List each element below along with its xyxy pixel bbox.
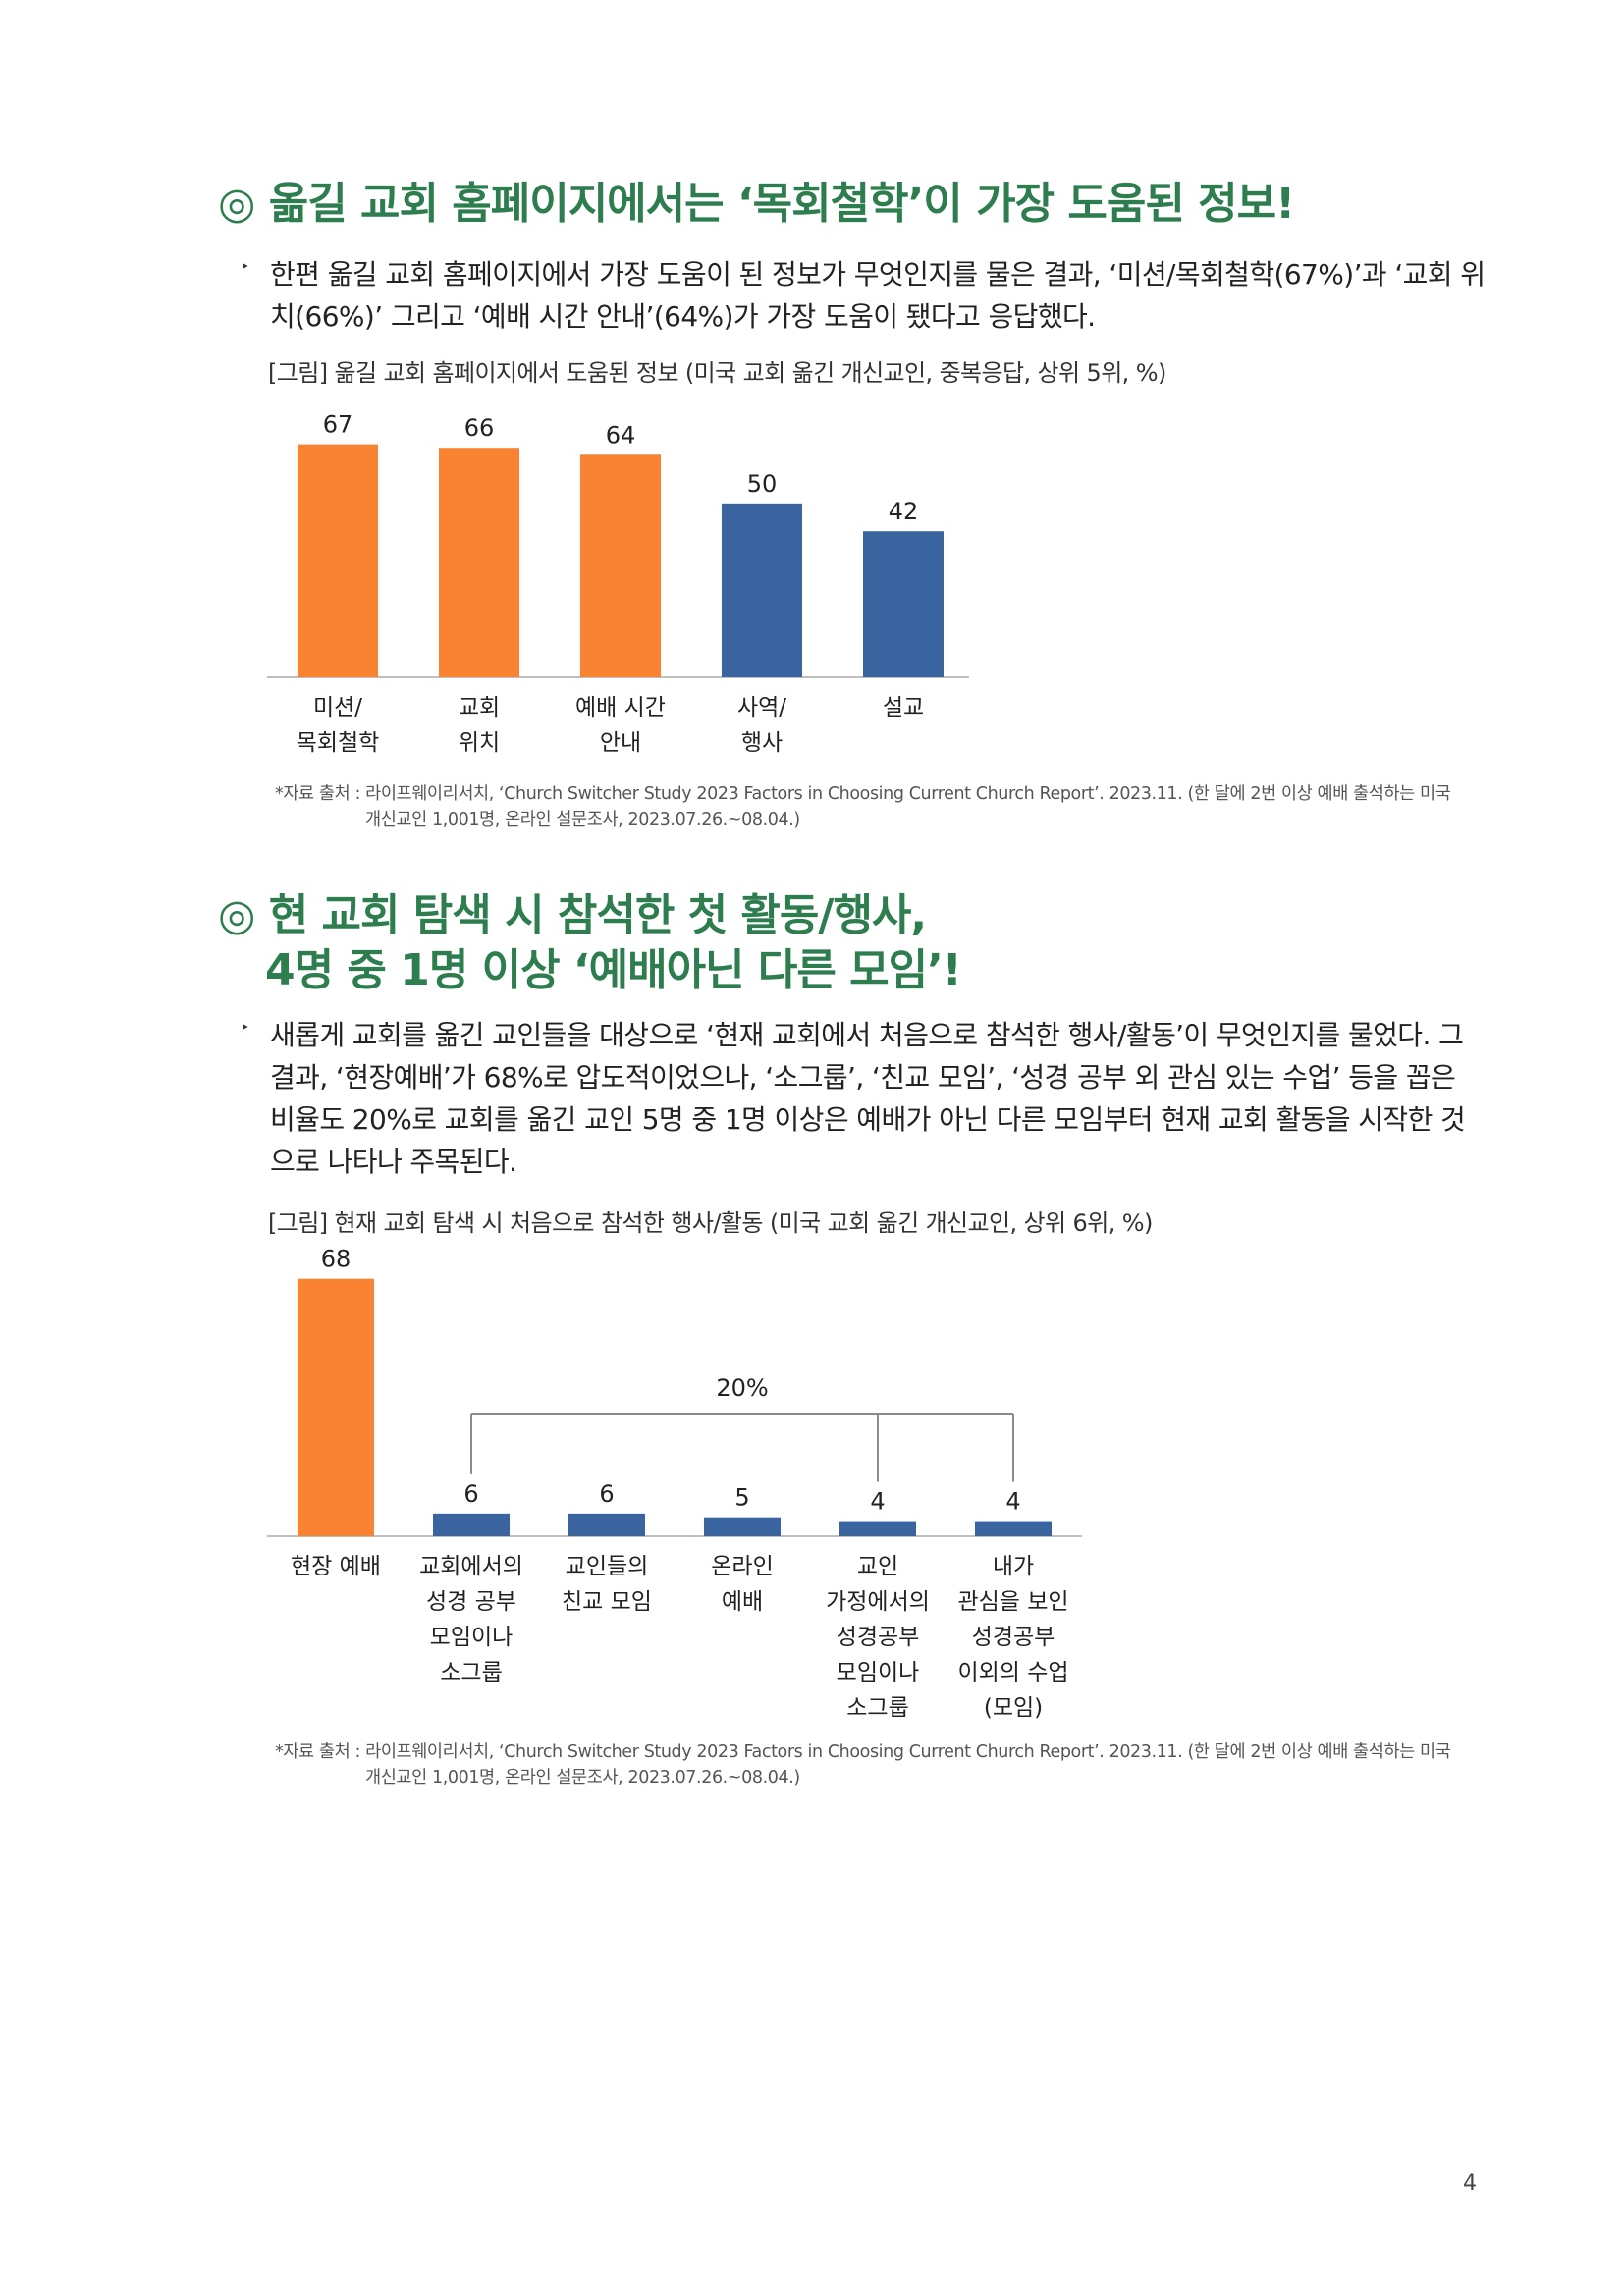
chart2-category-label-5-0: 내가 <box>993 1554 1034 1579</box>
chart2-category-label-2-0: 교인들의 <box>566 1554 649 1579</box>
chart1-bar-0 <box>298 444 378 677</box>
chart2-category-label-5-3: 이외의 수업 <box>957 1660 1068 1685</box>
chart2-category-label-5-1: 관심을 보인 <box>957 1589 1068 1615</box>
figure1-source: *자료 출처 : 라이프웨이리서치, ‘Church Switcher Stud… <box>275 781 1483 832</box>
section1-heading: ◎ 옮길 교회 홈페이지에서는 ‘목회철학’이 가장 도움된 정보! <box>218 177 1295 232</box>
figure2-source-line1: *자료 출처 : 라이프웨이리서치, ‘Church Switcher Stud… <box>275 1742 1451 1762</box>
figure2-source: *자료 출처 : 라이프웨이리서치, ‘Church Switcher Stud… <box>275 1739 1483 1790</box>
section2-paragraph: ‣ 새롭게 교회를 옮긴 교인들을 대상으로 ‘현재 교회에서 처음으로 참석한… <box>241 1014 1488 1183</box>
chart1-category-label-0-0: 미션/ <box>313 695 362 721</box>
section1-heading-text: ◎ 옮길 교회 홈페이지에서는 ‘목회철학’이 가장 도움된 정보! <box>218 179 1295 229</box>
chart2-category-label-5-4: (모임) <box>984 1695 1043 1720</box>
figure1-source-line2: 개신교인 1,001명, 온라인 설문조사, 2023.07.26.~08.04… <box>365 810 800 829</box>
chart2-data-label-2: 6 <box>599 1480 614 1508</box>
chart1-category-label-2-1: 안내 <box>600 730 641 756</box>
chart2-bar-1 <box>433 1513 510 1536</box>
chart1-category-label-4-0: 설교 <box>883 695 924 721</box>
chart1-data-label-2: 64 <box>606 421 636 449</box>
chart2-bar-2 <box>568 1513 645 1536</box>
section2-body-text: 새롭게 교회를 옮긴 교인들을 대상으로 ‘현재 교회에서 처음으로 참석한 행… <box>270 1019 1466 1178</box>
chart1-bar-4 <box>863 531 944 677</box>
bullet-marker: ‣ <box>241 1018 250 1037</box>
chart2-category-label-3-1: 예배 <box>722 1589 763 1615</box>
chart2-category-label-1-0: 교회에서의 <box>419 1554 523 1579</box>
chart2-data-label-1: 6 <box>463 1480 478 1508</box>
chart1-category-label-3-0: 사역/ <box>737 695 786 721</box>
chart1-bar-2 <box>580 454 661 677</box>
chart1-category-label-1-1: 위치 <box>459 730 500 756</box>
chart2-category-label-4-2: 성경공부 <box>837 1625 920 1650</box>
chart2-category-label-4-4: 소그룹 <box>846 1695 908 1720</box>
figure1-source-line1: *자료 출처 : 라이프웨이리서치, ‘Church Switcher Stud… <box>275 784 1451 804</box>
figure2-caption: [그림] 현재 교회 탐색 시 처음으로 참석한 행사/활동 (미국 교회 옮긴… <box>268 1209 1153 1237</box>
chart2-category-label-2-1: 친교 모임 <box>562 1589 652 1615</box>
chart1-category-label-0-1: 목회철학 <box>297 730 380 756</box>
chart2-data-label-3: 5 <box>734 1484 749 1512</box>
chart2-category-label-4-0: 교인 <box>857 1554 898 1579</box>
chart2-bar-5 <box>975 1521 1052 1536</box>
page-number: 4 <box>1463 2171 1477 2196</box>
section2-heading-line1: ◎ 현 교회 탐색 시 참석한 첫 활동/행사, <box>218 890 927 940</box>
chart2-category-label-4-1: 가정에서의 <box>826 1589 930 1615</box>
chart2-category-label-0-0: 현장 예배 <box>291 1554 381 1579</box>
figure2-source-line2: 개신교인 1,001명, 온라인 설문조사, 2023.07.26.~08.04… <box>365 1768 800 1788</box>
chart2-category-label-1-1: 성경 공부 <box>426 1589 516 1615</box>
chart2-bar-3 <box>704 1517 781 1536</box>
chart2-category-label-3-0: 온라인 <box>711 1554 773 1579</box>
chart2-category-label-5-2: 성경공부 <box>972 1625 1055 1650</box>
chart1-data-label-1: 66 <box>464 414 495 442</box>
section1-body-text: 한편 옮길 교회 홈페이지에서 가장 도움이 된 정보가 무엇인지를 물은 결과… <box>270 258 1486 333</box>
chart2-data-label-4: 4 <box>870 1488 885 1516</box>
chart2-category-label-1-3: 소그룹 <box>440 1660 502 1685</box>
chart2-category-label-1-2: 모임이나 <box>430 1625 514 1650</box>
chart1-bar-3 <box>722 503 802 677</box>
chart2-bar-4 <box>839 1521 916 1536</box>
chart2-annotation-label: 20% <box>716 1374 768 1402</box>
chart1-data-label-0: 67 <box>323 411 353 439</box>
chart1-category-label-1-0: 교회 <box>459 695 500 721</box>
section2-heading: ◎ 현 교회 탐색 시 참석한 첫 활동/행사, 4명 중 1명 이상 ‘예배아… <box>218 888 962 998</box>
section1-paragraph: ‣ 한편 옮길 교회 홈페이지에서 가장 도움이 된 정보가 무엇인지를 물은 … <box>241 253 1488 338</box>
chart2-category-label-4-3: 모임이나 <box>837 1660 920 1685</box>
chart1-data-label-4: 42 <box>889 498 919 525</box>
chart1-bar-1 <box>439 448 519 677</box>
chart2-data-label-0: 68 <box>321 1249 352 1273</box>
figure1-caption: [그림] 옮길 교회 홈페이지에서 도움된 정보 (미국 교회 옮긴 개신교인,… <box>268 359 1166 387</box>
chart2-bar-0 <box>298 1278 374 1536</box>
chart1-category-label-2-0: 예배 시간 <box>575 695 666 721</box>
chart1-category-label-3-1: 행사 <box>741 730 783 756</box>
section2-heading-line2: 4명 중 1명 이상 ‘예배아닌 다른 모임’! <box>265 945 962 995</box>
chart2-data-label-5: 4 <box>1005 1488 1020 1516</box>
bullet-marker: ‣ <box>241 257 250 276</box>
chart1-data-label-3: 50 <box>747 470 778 498</box>
